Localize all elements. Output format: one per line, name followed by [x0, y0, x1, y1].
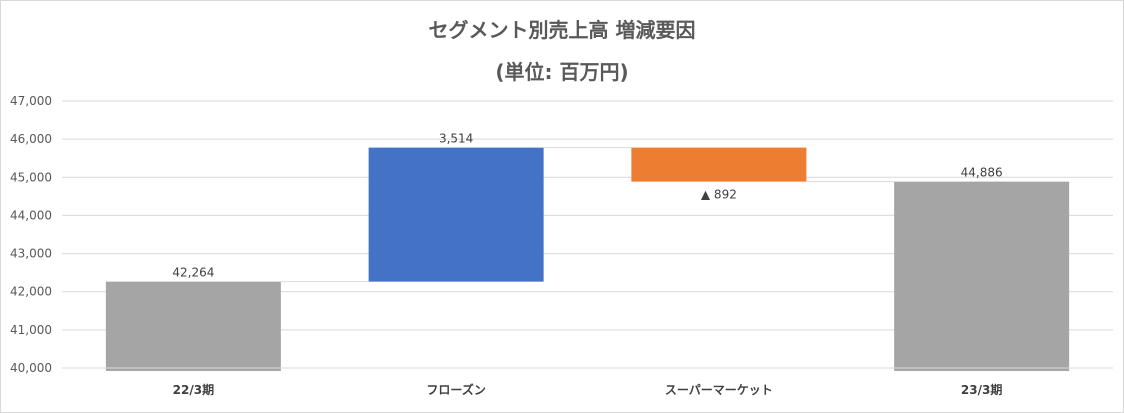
y-tick-label: 41,000 [10, 323, 52, 337]
x-tick-label: 23/3期 [961, 382, 1002, 397]
bar-decrease [631, 147, 807, 182]
chart-subtitle: (単位: 百万円) [495, 60, 629, 84]
x-tick-label: 22/3期 [173, 382, 214, 397]
data-label: 42,264 [172, 266, 214, 280]
chart-title: セグメント別売上高 増減要因 [428, 18, 696, 42]
data-label: 44,886 [961, 166, 1003, 180]
y-tick-label: 40,000 [10, 361, 52, 375]
x-tick-label: スーパーマーケット [665, 383, 773, 397]
y-tick-label: 47,000 [10, 94, 52, 108]
y-tick-label: 45,000 [10, 170, 52, 184]
y-tick-label: 44,000 [10, 208, 52, 222]
data-label: ▲ 892 [701, 188, 737, 202]
bar-total [105, 281, 281, 371]
bar-total [894, 181, 1070, 371]
data-label: 3,514 [439, 132, 473, 146]
bar-increase [368, 147, 544, 282]
y-tick-label: 42,000 [10, 285, 52, 299]
y-tick-label: 43,000 [10, 247, 52, 261]
x-tick-label: フローズン [426, 382, 485, 397]
y-tick-label: 46,000 [10, 132, 52, 146]
